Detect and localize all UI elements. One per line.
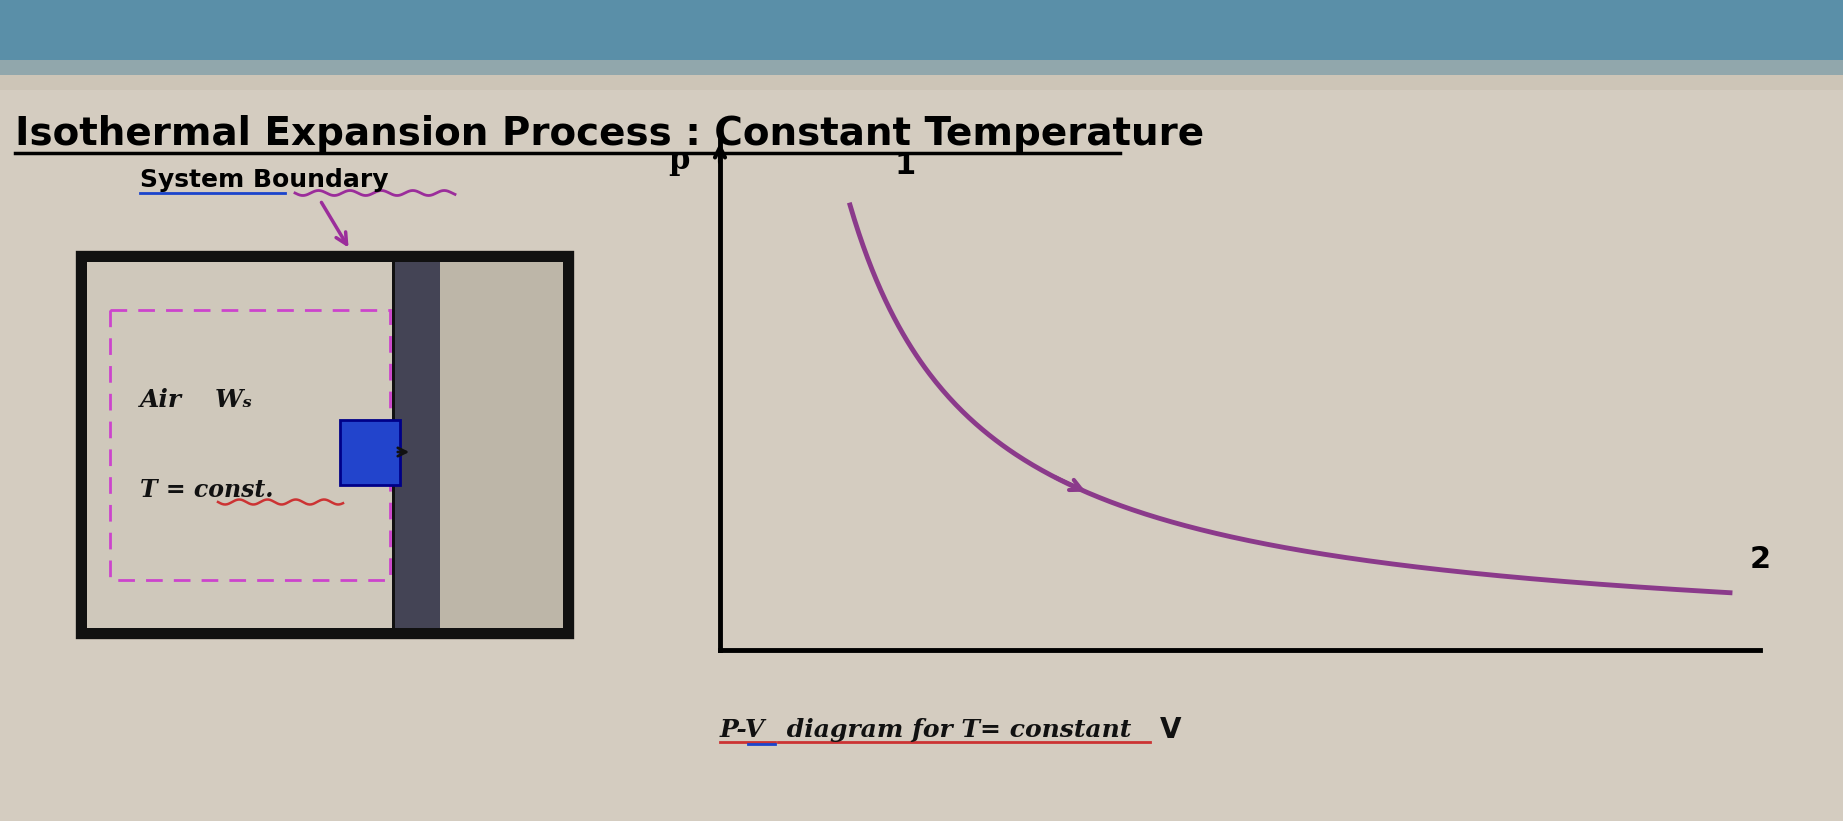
Bar <box>394 262 440 628</box>
Text: T = const.: T = const. <box>140 478 273 502</box>
Text: diagram for T= constant: diagram for T= constant <box>778 718 1132 742</box>
Text: System Boundary: System Boundary <box>140 168 389 192</box>
Text: 2: 2 <box>1751 545 1771 575</box>
Text: Wₛ: Wₛ <box>216 388 252 412</box>
Text: V: V <box>1159 716 1181 744</box>
Bar <box>87 262 393 628</box>
Text: p: p <box>669 144 689 176</box>
Text: Air: Air <box>140 388 182 412</box>
Bar <box>0 60 1843 90</box>
Bar <box>440 262 562 628</box>
Text: P-V: P-V <box>721 718 765 742</box>
Bar <box>111 310 391 580</box>
Bar <box>339 420 400 485</box>
Bar <box>0 0 1843 75</box>
Bar <box>79 255 569 635</box>
Text: 1: 1 <box>894 150 916 180</box>
Text: Isothermal Expansion Process : Constant Temperature: Isothermal Expansion Process : Constant … <box>15 115 1203 153</box>
